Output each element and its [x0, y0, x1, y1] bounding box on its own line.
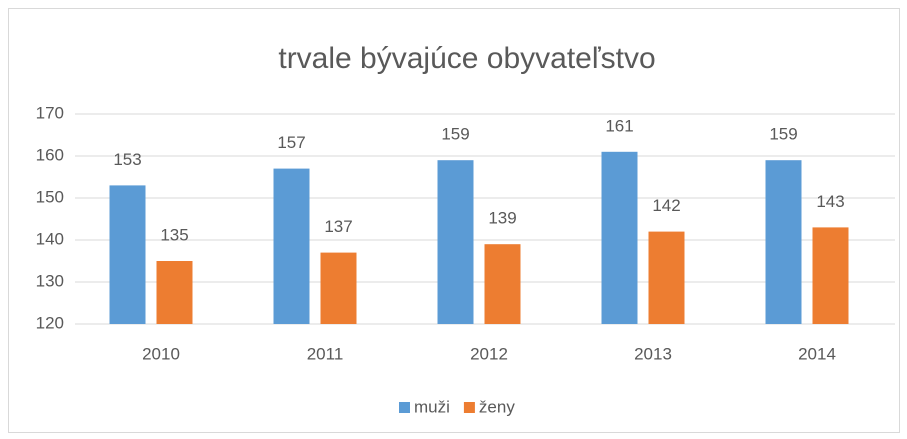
- legend-swatch: [399, 402, 410, 413]
- x-tick-label: 2010: [142, 344, 180, 363]
- legend-label: muži: [414, 397, 450, 416]
- legend-swatch: [463, 402, 475, 413]
- bar: [484, 244, 521, 324]
- data-label: 153: [113, 150, 141, 169]
- y-tick-label: 160: [36, 145, 64, 164]
- y-tick-label: 150: [36, 187, 64, 206]
- data-label: 159: [769, 125, 797, 144]
- x-tick-label: 2011: [307, 344, 344, 363]
- data-label: 161: [605, 116, 633, 135]
- x-tick-label: 2014: [798, 344, 836, 363]
- data-label: 159: [441, 125, 469, 144]
- bar: [273, 168, 310, 324]
- data-label: 157: [277, 133, 305, 152]
- bar: [320, 252, 357, 324]
- bar: [156, 261, 193, 324]
- bar: [812, 227, 849, 324]
- data-label: 142: [652, 196, 680, 215]
- data-label: 139: [488, 209, 516, 228]
- bar: [648, 231, 685, 324]
- bar: [437, 160, 474, 324]
- bar: [765, 160, 802, 324]
- chart-title: trvale bývajúce obyvateľstvo: [278, 42, 655, 75]
- data-label: 143: [816, 192, 844, 211]
- y-tick-label: 130: [36, 271, 64, 290]
- x-tick-label: 2012: [470, 344, 508, 363]
- legend-label: ženy: [479, 397, 515, 416]
- x-tick-label: 2013: [634, 344, 672, 363]
- y-tick-label: 170: [36, 103, 64, 122]
- y-tick-label: 140: [36, 229, 64, 248]
- bar: [601, 151, 638, 324]
- y-tick-label: 120: [36, 313, 64, 332]
- data-label: 137: [324, 217, 352, 236]
- data-label: 135: [160, 225, 188, 244]
- bar: [109, 185, 146, 324]
